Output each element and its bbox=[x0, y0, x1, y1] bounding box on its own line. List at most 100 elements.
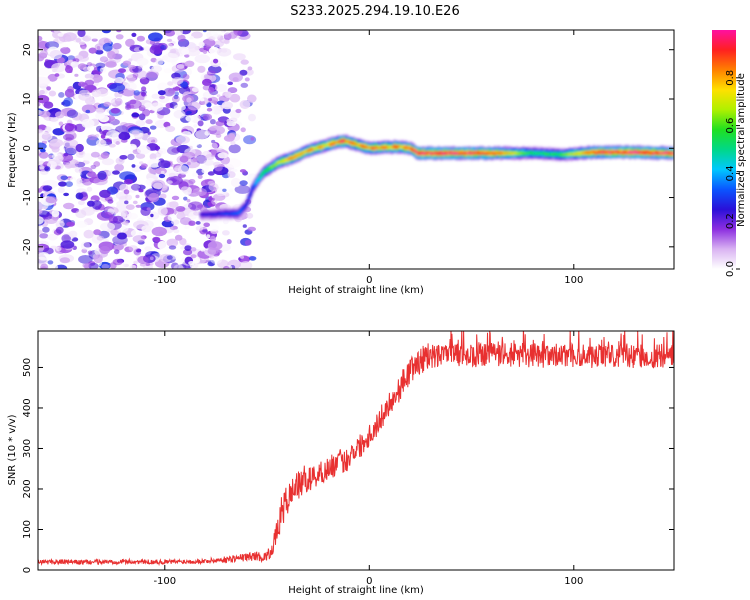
spectrogram-noise-blob bbox=[95, 139, 107, 147]
spectrogram-noise-blob bbox=[108, 143, 116, 148]
spectrogram-noise-blob bbox=[38, 245, 45, 252]
spectrogram-noise-blob bbox=[192, 157, 198, 163]
spectrogram-noise-blob bbox=[200, 248, 205, 252]
spectrogram-noise-blob bbox=[126, 99, 142, 110]
spectrogram-noise-blob bbox=[160, 44, 167, 50]
spectrogram-noise-blob bbox=[107, 199, 114, 204]
spectrogram-noise-blob bbox=[191, 31, 203, 39]
spectrogram-noise-blob bbox=[38, 209, 43, 215]
spectrogram-noise-blob bbox=[171, 262, 179, 269]
spectrogram-noise-blob bbox=[185, 115, 195, 122]
spectrogram-noise-blob bbox=[164, 168, 177, 178]
spectrogram-noise-blob bbox=[71, 208, 80, 213]
spectrogram-noise-blob bbox=[142, 109, 151, 117]
spectrogram-trace-segment bbox=[409, 147, 413, 150]
spectrogram-noise-blob bbox=[174, 91, 179, 96]
spectrogram-noise-blob bbox=[112, 197, 117, 201]
spectrogram-trace-segment bbox=[283, 159, 287, 162]
spectrogram-noise-blob bbox=[64, 162, 73, 169]
spectrogram-noise-blob bbox=[166, 255, 173, 260]
spectrogram-noise-blob bbox=[86, 62, 93, 67]
spectrogram-noise-blob bbox=[219, 30, 232, 35]
spectrogram-noise-blob bbox=[211, 105, 222, 115]
spectrogram-noise-blob bbox=[40, 148, 46, 153]
spectrogram-noise-blob bbox=[112, 215, 124, 224]
spectrogram-trace-segment bbox=[292, 156, 297, 159]
colorbar-tick-label: 0.0 bbox=[725, 261, 736, 277]
spectrogram-y-axis: -20 -10 0 10 20 bbox=[22, 43, 674, 255]
spectrogram-noise-blob bbox=[60, 175, 68, 181]
spectrogram-noise-blob bbox=[122, 60, 132, 66]
spectrogram-noise-blob bbox=[66, 109, 78, 119]
spectrogram-noise-blob bbox=[167, 213, 177, 221]
spectrogram-noise-blob bbox=[91, 38, 98, 42]
spectrogram-noise-blob bbox=[101, 158, 115, 166]
spectrogram-noise-blob bbox=[68, 230, 78, 238]
spectrogram-noise-blob bbox=[119, 155, 128, 160]
spectrogram-noise-blob bbox=[202, 113, 213, 121]
spectrogram-noise-blob bbox=[186, 199, 191, 203]
spectrogram-noise-blob bbox=[180, 186, 190, 193]
spectrogram-noise-blob bbox=[148, 192, 160, 203]
spectrogram-noise-blob bbox=[96, 46, 101, 50]
spectrogram-noise-blob bbox=[188, 261, 195, 265]
spectrogram-noise-blob bbox=[70, 61, 80, 69]
spectrogram-noise-blob bbox=[39, 89, 45, 95]
spectrogram-noise-blob bbox=[149, 256, 154, 261]
spectrogram-noise-blob bbox=[80, 191, 88, 198]
spectrogram-noise-blob bbox=[145, 119, 153, 125]
spectrogram-noise-blob bbox=[244, 239, 252, 246]
spectrogram-noise-blob bbox=[197, 120, 204, 127]
spectrogram-noise-blob bbox=[159, 95, 166, 100]
spectrogram-noise-blob bbox=[148, 32, 163, 42]
spectrogram-noise-blob bbox=[211, 199, 218, 205]
spectrogram-noise-blob bbox=[195, 225, 204, 231]
snr-y-axis: 0 100 200 300 400 500 bbox=[22, 358, 674, 573]
spectrogram-noise-blob bbox=[152, 236, 161, 242]
snr-x-tick-label: 100 bbox=[564, 576, 583, 587]
snr-panel: -100 0 100 0 100 200 300 400 500 Height of stra… bbox=[7, 330, 675, 596]
spectrogram-noise-blob bbox=[81, 46, 87, 50]
spectrogram-noise-blob bbox=[75, 38, 82, 43]
spectrogram-noise-blob bbox=[114, 241, 121, 246]
spectrogram-noise-blob bbox=[171, 95, 180, 103]
spectrogram-noise-blob bbox=[100, 134, 106, 139]
spectrogram-noise-blob bbox=[127, 64, 136, 70]
spectrogram-noise-layer bbox=[38, 30, 258, 269]
spectrogram-noise-blob bbox=[141, 86, 147, 92]
spectrogram-noise-blob bbox=[210, 119, 216, 125]
spectrogram-noise-blob bbox=[146, 70, 159, 78]
spectrogram-noise-blob bbox=[39, 110, 51, 118]
spectrogram-noise-blob bbox=[243, 135, 257, 145]
spectrogram-noise-blob bbox=[135, 153, 146, 159]
spectrogram-noise-blob bbox=[126, 212, 138, 220]
spectrogram-noise-blob bbox=[136, 57, 149, 66]
spectrogram-noise-blob bbox=[115, 141, 120, 145]
spectrogram-noise-blob bbox=[188, 145, 193, 150]
spectrogram-noise-blob bbox=[54, 264, 68, 269]
spectrogram-trace-segment bbox=[314, 147, 319, 150]
spectrogram-noise-blob bbox=[91, 200, 102, 210]
spectrogram-noise-blob bbox=[144, 95, 154, 102]
colorbar-tick-label: 0.4 bbox=[725, 165, 736, 181]
spectrogram-noise-blob bbox=[63, 133, 75, 141]
spectrogram-noise-blob bbox=[145, 262, 151, 266]
spectrogram-noise-blob bbox=[115, 34, 124, 40]
spectrogram-noise-blob bbox=[213, 40, 225, 48]
spectrogram-noise-blob bbox=[210, 142, 218, 150]
spectrogram-noise-blob bbox=[101, 30, 111, 34]
spectrogram-noise-blob bbox=[223, 265, 230, 269]
spectrogram-noise-blob bbox=[38, 216, 44, 225]
spectrogram-noise-blob bbox=[77, 200, 86, 206]
spectrogram-noise-blob bbox=[62, 202, 75, 210]
spectrogram-noise-blob bbox=[65, 145, 79, 155]
spectrogram-noise-blob bbox=[124, 194, 133, 201]
spectrogram-noise-blob bbox=[247, 66, 253, 71]
spectrogram-noise-blob bbox=[115, 98, 123, 106]
spectrogram-noise-blob bbox=[135, 120, 146, 127]
spectrogram-noise-blob bbox=[207, 201, 216, 207]
spectrogram-noise-blob bbox=[79, 41, 86, 46]
spectrogram-noise-blob bbox=[188, 201, 203, 211]
spectrogram-noise-blob bbox=[230, 141, 236, 146]
spectrogram-noise-blob bbox=[192, 187, 207, 197]
